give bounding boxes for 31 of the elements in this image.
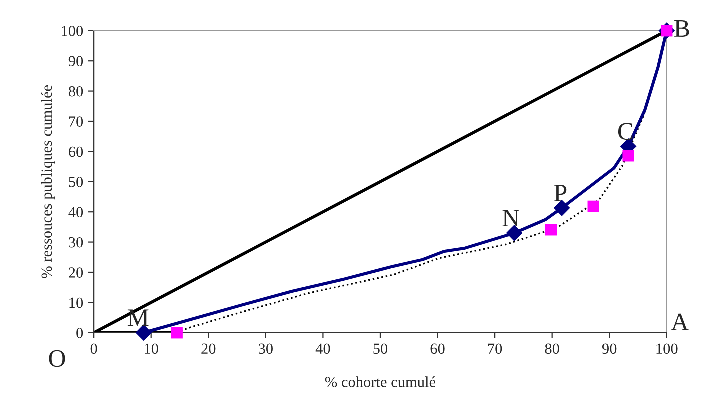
x-tick-label: 90 xyxy=(602,344,617,354)
y-tick-label: 90 xyxy=(68,56,84,67)
x-tick-label: 80 xyxy=(545,344,560,354)
x-tick-label: 40 xyxy=(316,344,330,354)
y-tick-label: 30 xyxy=(69,237,84,248)
x-tick-label: 50 xyxy=(374,344,388,354)
annotation: B xyxy=(674,20,690,37)
x-tick-label: 70 xyxy=(488,344,502,354)
y-tick-label: 100 xyxy=(62,26,84,36)
x-tick-label: 10 xyxy=(145,344,158,354)
x-axis-title: % cohorte cumulé xyxy=(325,376,436,388)
y-tick-label: 20 xyxy=(69,268,84,278)
y-tick-label: 10 xyxy=(70,298,84,308)
y-axis-title: % ressouces publiques cumulée xyxy=(41,85,56,278)
y-tick-label: 50 xyxy=(69,177,84,188)
x-tick-label: 30 xyxy=(259,344,273,354)
x-tick-label: 0 xyxy=(90,344,98,354)
y-tick-label: 60 xyxy=(69,146,84,158)
text: A xyxy=(671,314,689,330)
text: O xyxy=(49,350,66,368)
x-tick-label: 100 xyxy=(656,344,678,354)
x-tick-label: 20 xyxy=(202,344,216,354)
y-tick-label: 70 xyxy=(69,116,84,127)
y-tick-label: 80 xyxy=(68,86,84,97)
x-tick-label: 60 xyxy=(430,344,445,354)
annotation: C xyxy=(618,123,633,140)
annotation: P xyxy=(554,185,567,202)
y-tick-label: 0 xyxy=(76,328,84,338)
annotation: N xyxy=(502,210,520,227)
annotation: M xyxy=(128,310,149,326)
y-tick-label: 40 xyxy=(68,207,84,218)
